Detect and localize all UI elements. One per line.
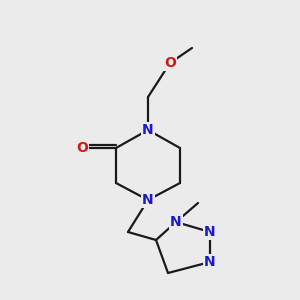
Text: N: N — [170, 215, 182, 229]
Text: O: O — [76, 141, 88, 155]
Text: N: N — [204, 225, 216, 239]
Text: O: O — [164, 56, 176, 70]
Text: N: N — [142, 193, 154, 207]
Text: N: N — [142, 123, 154, 137]
Text: N: N — [204, 255, 216, 269]
